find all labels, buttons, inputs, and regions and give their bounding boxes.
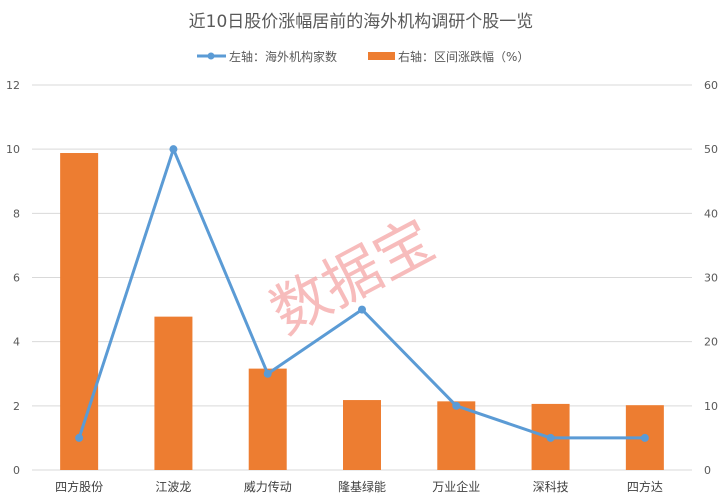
line-point [546, 433, 555, 442]
bar [154, 316, 193, 470]
bar [60, 153, 99, 470]
bar [437, 401, 476, 470]
right-tick-label: 40 [704, 207, 718, 220]
left-tick-label: 6 [13, 272, 20, 285]
x-tick-label: 四方达 [627, 479, 663, 494]
left-tick-label: 2 [13, 400, 20, 413]
right-tick-label: 30 [704, 272, 718, 285]
left-tick-label: 4 [13, 336, 20, 349]
line-point [263, 369, 272, 378]
line-point [640, 433, 649, 442]
watermark: 数据宝 [260, 206, 446, 348]
line-point [169, 145, 178, 154]
x-tick-label: 四方股份 [55, 479, 103, 494]
right-tick-label: 60 [704, 79, 718, 92]
left-tick-label: 12 [6, 79, 20, 92]
x-tick-label: 江波龙 [155, 480, 191, 494]
line-point [358, 305, 366, 314]
right-tick-label: 50 [704, 143, 718, 156]
line-point [75, 433, 84, 442]
bar [248, 368, 287, 470]
left-tick-label: 10 [6, 143, 20, 156]
legend-line-label: 左轴：海外机构家数 [229, 49, 337, 64]
line-point [452, 401, 461, 410]
chart-title: 近10日股价涨幅居前的海外机构调研个股一览 [189, 12, 534, 32]
legend-bar-label: 右轴：区间涨跌幅（%） [398, 49, 529, 64]
legend: 左轴：海外机构家数 右轴：区间涨跌幅（%） [197, 49, 529, 64]
right-tick-label: 0 [704, 464, 711, 477]
x-tick-label: 威力传动 [244, 479, 292, 494]
bar [343, 400, 381, 470]
left-tick-label: 0 [13, 464, 20, 477]
right-tick-label: 10 [704, 400, 718, 413]
legend-line-marker [207, 52, 215, 60]
x-tick-label: 隆基绿能 [338, 479, 386, 494]
left-tick-label: 8 [13, 207, 20, 220]
legend-bar-swatch [368, 52, 395, 60]
right-tick-label: 20 [704, 336, 718, 349]
x-tick-label: 深科技 [533, 480, 569, 494]
x-tick-label: 万业企业 [432, 479, 480, 494]
